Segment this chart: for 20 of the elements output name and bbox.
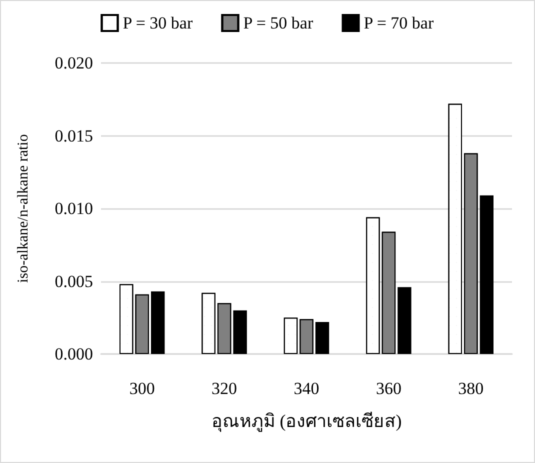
bar [315, 322, 330, 354]
x-tick-label: 320 [212, 379, 238, 398]
legend-label: P = 50 bar [243, 14, 314, 32]
legend-label: P = 30 bar [122, 14, 193, 32]
x-tick-label: 300 [129, 379, 155, 398]
y-tick-label: 0.000 [54, 344, 93, 364]
y-tick-label: 0.020 [54, 54, 93, 72]
x-axis-title: อุณหภูมิ (องศาเซลเซียส) [211, 411, 402, 432]
bar [398, 287, 412, 354]
y-tick-label: 0.010 [54, 199, 93, 218]
bar [233, 310, 247, 354]
legend-label: P = 70 bar [364, 14, 434, 32]
x-tick-label: 380 [458, 379, 484, 398]
x-tick-label: 340 [294, 379, 320, 398]
x-tick-label: 360 [376, 379, 402, 398]
bar [151, 291, 165, 354]
y-tick-label: 0.015 [54, 126, 93, 146]
y-axis-title: iso-alkane/n-alkane ratio [16, 134, 32, 283]
y-tick-label: 0.005 [54, 272, 93, 291]
bar [480, 195, 494, 354]
